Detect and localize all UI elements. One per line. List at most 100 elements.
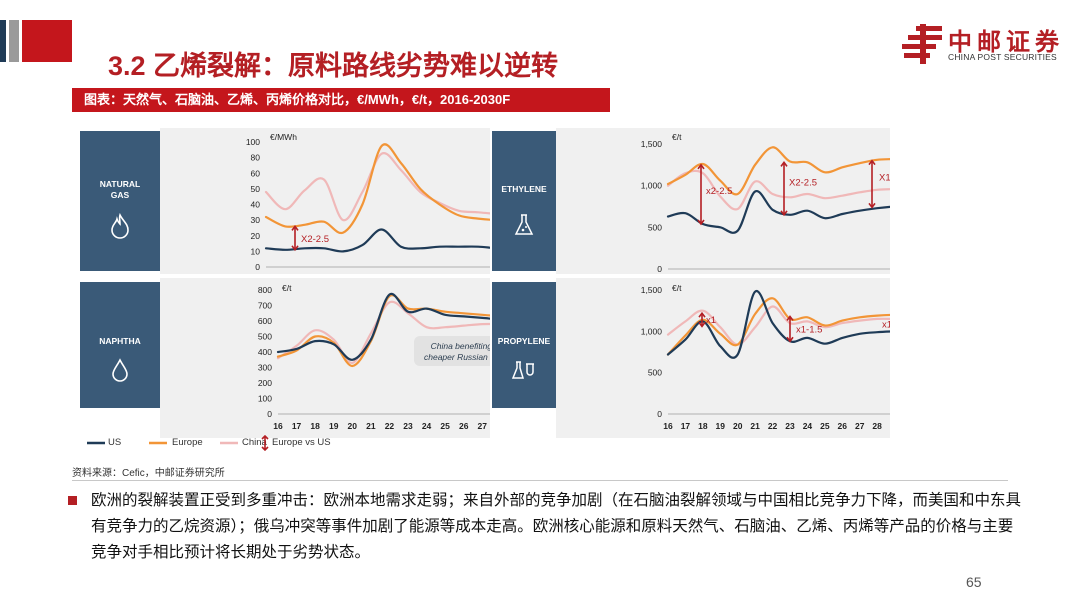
- pro-unit-label: €/t: [672, 283, 682, 293]
- pro-xtick-11: 27: [855, 421, 865, 431]
- ng-series-europe: [264, 143, 490, 235]
- eth-gap-arrow-3-head-top: [868, 159, 876, 166]
- logo-chinese-name: 中邮证券: [948, 29, 1064, 56]
- legend-china-swatch: [220, 441, 238, 445]
- legend-europe-label: Europe: [172, 437, 203, 448]
- eth-ytick-2: 1,000: [641, 181, 663, 191]
- pro-xtick-7: 23: [785, 421, 795, 431]
- chart-legend: US Europe China Europe vs US: [86, 435, 486, 452]
- nap-xtick-3: 19: [329, 421, 339, 431]
- eth-annotation-3: X1.5-2: [879, 173, 890, 184]
- ng-ytick-8: 100: [246, 137, 260, 147]
- ng-annotation-1: X2-2.5: [301, 234, 329, 245]
- eth-gap-arrow-1-head-bottom: [697, 219, 705, 226]
- eth-unit-label: €/t: [672, 132, 682, 142]
- decor-bar-grey: [9, 20, 19, 62]
- body-paragraph: 欧洲的裂解装置正受到多重冲击：欧洲本地需求走弱；来自外部的竞争加剧（在石脑油裂解…: [91, 492, 1022, 561]
- pro-xtick-1: 17: [681, 421, 691, 431]
- nap-xtick-8: 24: [422, 421, 432, 431]
- eth-gap-arrow-2-head-top: [780, 160, 788, 167]
- nap-xtick-2: 18: [310, 421, 320, 431]
- nap-xtick-1: 17: [292, 421, 302, 431]
- ng-ytick-7: 80: [251, 153, 261, 163]
- propylene-chart: €/t 0 500 1,000 1,500 16 17 18 19 20 21 22 23 24 25 26 2…: [556, 278, 890, 438]
- ng-ytick-5: 50: [251, 184, 261, 194]
- pro-gap-arrow-2-head-top: [786, 315, 794, 321]
- eth-ytick-3: 1,500: [641, 139, 663, 149]
- naphtha-panel: NAPHTHA €/t 0 100 200 300 400 500 600 700 800 16 17…: [80, 278, 490, 438]
- ng-unit-label: €/MWh: [270, 132, 297, 142]
- natural-gas-panel: NATURAL GAS €/MWh 0 10 20 30 40 50 60 80 100 X2-2.…: [80, 128, 490, 274]
- chart-caption-banner: 图表：天然气、石脑油、乙烯、丙烯价格对比，€/MWh，€/t，2016-2030…: [72, 88, 610, 112]
- ethylene-panel: ETHYLENE €/t 0 500 1,000 1,500 x2-2.5 X2-2.5 X1…: [492, 128, 890, 274]
- pro-gap-arrow-1-head-top: [698, 311, 706, 318]
- nap-ytick-5: 500: [258, 332, 272, 342]
- pro-annotation-3: x1-1.5: [882, 320, 890, 331]
- pro-ytick-0: 0: [657, 409, 662, 419]
- pro-gap-arrow-2-head-bottom: [786, 336, 794, 343]
- bullet-marker: [68, 496, 77, 505]
- naphtha-label-box: NAPHTHA: [80, 282, 160, 408]
- eth-gap-arrow-3-head-bottom: [868, 202, 876, 209]
- ng-ytick-1: 10: [251, 246, 261, 256]
- nap-series-europe: [276, 294, 490, 368]
- propylene-panel: PROPYLENE €/t 0 500 1,000 1,500 16 17 18 19 20 21 2…: [492, 278, 890, 438]
- pro-xtick-8: 24: [803, 421, 813, 431]
- pro-xtick-12: 28: [872, 421, 882, 431]
- pro-xtick-3: 19: [716, 421, 726, 431]
- pro-xtick-4: 20: [733, 421, 743, 431]
- propylene-label-box: PROPYLENE: [492, 282, 556, 408]
- eth-gap-arrow-1-head-top: [697, 163, 705, 170]
- legend-gap-arrow-icon: [261, 435, 269, 451]
- decor-bar-dark: [0, 20, 6, 62]
- pro-ytick-3: 1,500: [641, 285, 663, 295]
- nap-unit-label: €/t: [282, 283, 292, 293]
- pro-xtick-2: 18: [698, 421, 708, 431]
- pro-xtick-6: 22: [768, 421, 778, 431]
- flask-icon: [492, 213, 556, 242]
- ng-series-us: [264, 228, 490, 253]
- china-post-logo-icon: [902, 24, 942, 64]
- ethylene-label: ETHYLENE: [501, 184, 547, 194]
- pro-annotation-2: x1-1.5: [796, 325, 822, 336]
- eth-annotation-1: x2-2.5: [706, 186, 732, 197]
- source-note: 资料来源：Cefic，中邮证券研究所: [72, 468, 225, 479]
- nap-xtick-10: 26: [459, 421, 469, 431]
- eth-series-us: [666, 190, 890, 234]
- nap-series-china: [276, 300, 490, 364]
- natural-gas-label-line2: GAS: [110, 190, 130, 200]
- pro-gap-arrow-1-head-bottom: [698, 321, 706, 328]
- ethylene-chart: €/t 0 500 1,000 1,500 x2-2.5 X2-2.5 X1.5-2: [556, 128, 890, 274]
- eth-annotation-2: X2-2.5: [789, 178, 817, 189]
- legend-us-label: US: [108, 437, 122, 448]
- nap-ytick-6: 600: [258, 316, 272, 326]
- decor-bar-red: [22, 20, 72, 62]
- ng-series-china: [264, 152, 490, 222]
- nap-callout-line1: China benefiting from: [431, 341, 490, 351]
- page-title: 3.2 乙烯裂解：原料路线劣势难以逆转: [108, 51, 559, 81]
- legend-gap-label: Europe vs US: [272, 437, 331, 448]
- nap-ytick-7: 700: [258, 301, 272, 311]
- nap-callout-box: [414, 336, 490, 366]
- pro-xtick-5: 21: [750, 421, 760, 431]
- pro-xtick-0: 16: [663, 421, 673, 431]
- legend-china-label: China: [242, 437, 267, 448]
- natural-gas-label-line1: NATURAL: [99, 179, 141, 189]
- divider: [72, 480, 1008, 481]
- nap-xtick-0: 16: [273, 421, 283, 431]
- nap-ytick-4: 400: [258, 347, 272, 357]
- ng-ytick-4: 40: [251, 200, 261, 210]
- nap-ytick-8: 800: [258, 285, 272, 295]
- logo-english-name: CHINA POST SECURITIES: [948, 52, 1057, 62]
- pro-annotation-1: x1: [706, 315, 716, 326]
- eth-gap-arrow-2-head-bottom: [780, 210, 788, 217]
- natural-gas-label-box: NATURAL GAS: [80, 131, 160, 271]
- eth-ytick-1: 500: [648, 222, 662, 232]
- legend-us-swatch: [87, 441, 105, 445]
- nap-xtick-5: 21: [366, 421, 376, 431]
- ng-gap-arrow-1-head-top: [291, 225, 299, 231]
- drop-icon: [80, 358, 160, 387]
- ng-ytick-2: 20: [251, 231, 261, 241]
- ng-gap-arrow-1-head-bottom: [291, 245, 299, 252]
